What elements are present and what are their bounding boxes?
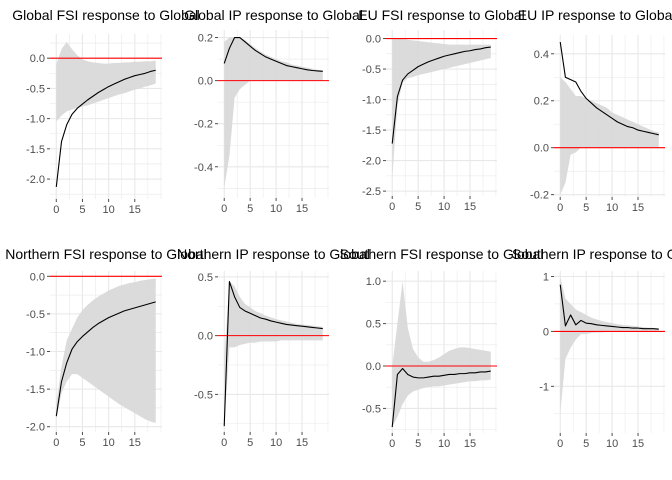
y-tick-label: -0.4 [194, 162, 213, 174]
panel-title: Southern IP response to Global [512, 246, 672, 262]
x-tick-label: 0 [557, 202, 563, 214]
x-tick-label: 10 [270, 203, 282, 215]
irf-panel-1: 0 5 10 15 0.0 -0.5 -1.0 -1.5 -2.0 [26, 34, 162, 216]
y-tick-label: 0.2 [198, 33, 213, 45]
x-tick-label: 10 [438, 201, 450, 213]
panel-title: Northern FSI response to Global [5, 246, 207, 262]
y-tick-label: -0.5 [26, 309, 45, 321]
x-tick-label: 15 [464, 438, 476, 450]
x-tick-label: 15 [464, 201, 476, 213]
response-line [391, 367, 491, 428]
x-tick-label: 15 [296, 203, 308, 215]
y-tick-label: -1 [539, 381, 549, 393]
y-tick-label: 0.2 [534, 96, 549, 108]
x-tick-label: 5 [415, 201, 421, 213]
irf-panel-3: 0 5 10 15 0.0 -0.5 -1.0 -1.5 -2.0 -2.5 [362, 30, 497, 213]
x-tick-label: 5 [583, 202, 589, 214]
panel-title: EU FSI response to Global [358, 7, 525, 23]
confidence-band [392, 281, 491, 428]
y-tick-label: -2.0 [26, 174, 45, 186]
irf-panel-6: 0 5 10 15 0.5 0.0 -0.5 [194, 271, 329, 449]
confidence-band [392, 38, 491, 179]
x-tick-label: 10 [102, 204, 114, 216]
panel-title: Global FSI response to Global [12, 7, 200, 23]
x-tick-label: 15 [129, 204, 141, 216]
x-tick-label: 5 [415, 438, 421, 450]
response-line [391, 46, 491, 144]
x-tick-label: 0 [221, 203, 227, 215]
panel-title: Global IP response to Global [184, 7, 363, 23]
y-tick-label: -2.5 [362, 186, 381, 198]
response-line [55, 301, 156, 417]
y-tick-label: 0.0 [30, 53, 45, 65]
y-tick-label: 0.4 [534, 49, 549, 61]
x-tick-label: 0 [557, 438, 563, 450]
y-tick-label: 0.0 [198, 331, 213, 343]
panel-title: Southern FSI response to Global [340, 246, 544, 262]
response-line [559, 284, 659, 330]
x-tick-label: 0 [389, 201, 395, 213]
x-tick-label: 15 [632, 202, 644, 214]
x-tick-label: 5 [247, 437, 253, 449]
y-tick-label: 1.0 [366, 276, 381, 288]
x-tick-label: 10 [438, 438, 450, 450]
panel-title: EU IP response to Global FSI [518, 7, 672, 23]
y-tick-label: -0.2 [530, 190, 549, 202]
confidence-band [224, 281, 323, 427]
x-tick-label: 10 [606, 202, 618, 214]
y-tick-label: 0.5 [366, 319, 381, 331]
confidence-band [560, 77, 659, 195]
y-tick-label: -0.5 [26, 83, 45, 95]
x-tick-label: 0 [53, 437, 59, 449]
x-tick-label: 5 [79, 437, 85, 449]
response-line [559, 41, 659, 136]
y-tick-label: -1.5 [26, 144, 45, 156]
irf-panel-4: 0 5 10 15 0.4 0.2 0.0 -0.2 [530, 35, 665, 214]
panel-title: Northern IP response to Global [177, 246, 370, 262]
confidence-band [56, 41, 156, 122]
x-tick-label: 15 [296, 437, 308, 449]
confidence-band [224, 37, 323, 189]
response-line [223, 281, 323, 427]
y-tick-label: -0.5 [194, 389, 213, 401]
y-tick-label: -0.2 [194, 119, 213, 131]
x-tick-label: 10 [102, 437, 114, 449]
irf-panel-5: 0 5 10 15 0.0 -0.5 -1.0 -1.5 -2.0 [26, 271, 162, 449]
x-tick-label: 15 [129, 437, 141, 449]
plot-area [554, 271, 665, 433]
y-tick-label: 0.0 [366, 34, 381, 46]
y-tick-label: -0.5 [362, 64, 381, 76]
y-tick-label: 0.0 [366, 361, 381, 373]
x-tick-label: 5 [583, 438, 589, 450]
y-tick-label: -2.0 [362, 156, 381, 168]
x-tick-label: 10 [270, 437, 282, 449]
x-tick-label: 0 [221, 437, 227, 449]
y-tick-label: -1.5 [26, 384, 45, 396]
response-line [223, 36, 323, 72]
y-tick-label: 0.0 [30, 271, 45, 283]
x-tick-label: 5 [247, 203, 253, 215]
y-tick-label: -1.0 [26, 347, 45, 359]
y-tick-label: -0.5 [362, 403, 381, 415]
y-tick-label: 0.0 [198, 76, 213, 88]
x-tick-label: 5 [79, 204, 85, 216]
y-tick-label: -1.0 [26, 114, 45, 126]
y-tick-label: -1.5 [362, 125, 381, 137]
y-tick-label: -1.0 [362, 95, 381, 107]
x-tick-label: 0 [53, 204, 59, 216]
irf-panel-7: 0 5 10 15 1.0 0.5 0.0 -0.5 [362, 271, 497, 450]
y-tick-label: 0 [543, 326, 549, 338]
x-tick-label: 0 [389, 438, 395, 450]
y-tick-label: 0.0 [534, 143, 549, 155]
y-tick-label: -2.0 [26, 422, 45, 434]
confidence-band [56, 278, 156, 423]
irf-panel-2: 0 5 10 15 0.2 0.0 -0.2 -0.4 [194, 30, 329, 215]
y-tick-label: 1 [543, 271, 549, 283]
y-tick-label: 0.5 [198, 272, 213, 284]
response-line [55, 69, 156, 187]
x-tick-label: 10 [606, 438, 618, 450]
x-tick-label: 15 [632, 438, 644, 450]
